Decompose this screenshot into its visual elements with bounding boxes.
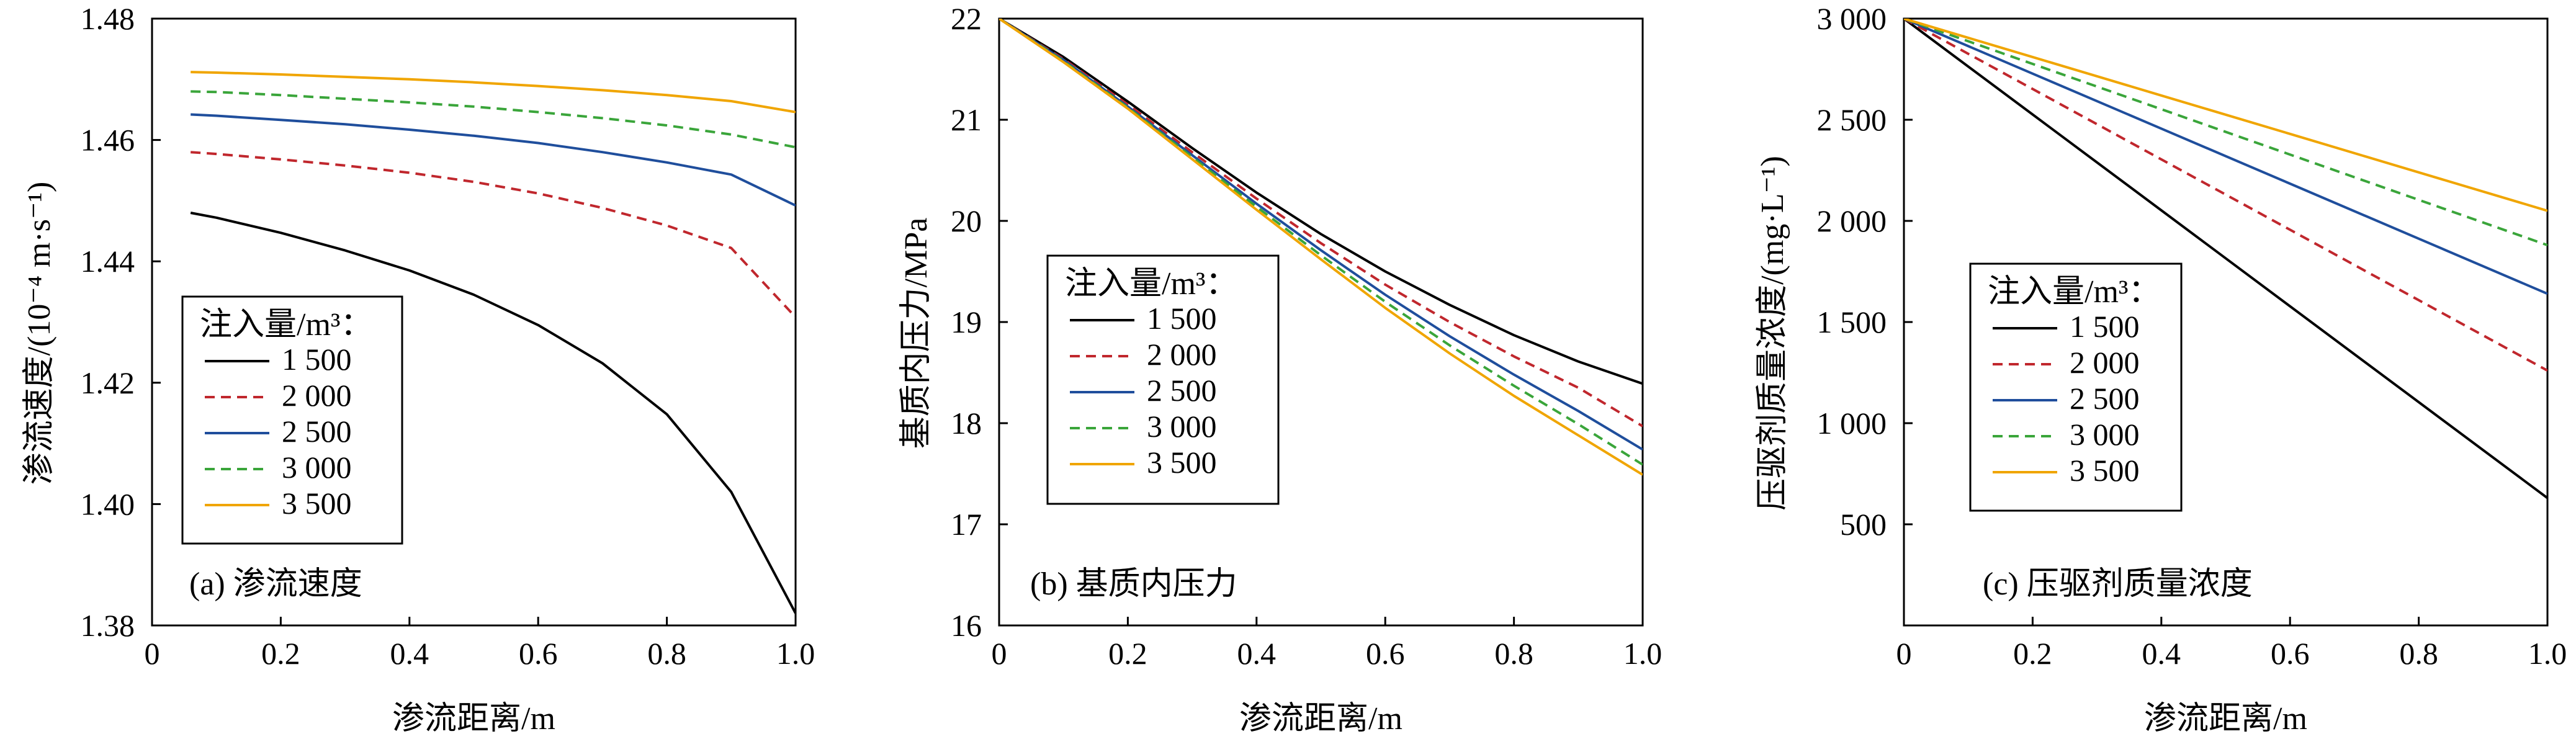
legend-item-label: 1 500 (2070, 309, 2140, 344)
series-line-1500 (190, 212, 796, 614)
y-tick-label: 17 (951, 507, 982, 542)
x-tick-label: 1.0 (2528, 636, 2567, 671)
x-tick-label: 0 (1896, 636, 1912, 671)
series-line-2000 (191, 151, 796, 318)
legend-title: 注入量/m³： (1988, 274, 2161, 310)
y-tick-label: 2 500 (1817, 102, 1887, 137)
legend-item-label: 1 500 (282, 342, 352, 377)
legend-item-label: 2 500 (282, 414, 352, 449)
legend-item-label: 3 500 (2070, 453, 2140, 488)
x-tick-label: 0.6 (519, 636, 558, 671)
x-tick-label: 0.2 (1108, 636, 1147, 671)
legend-box (1969, 262, 2183, 512)
y-tick-label: 1.46 (81, 123, 135, 158)
y-tick-label: 1.38 (81, 608, 135, 643)
legend-title: 注入量/m³： (1065, 266, 1238, 302)
legend-item-label: 2 500 (2070, 381, 2140, 416)
x-tick-label: 0 (145, 636, 160, 671)
series-line-2500 (191, 113, 796, 207)
series-line-2500 (1904, 19, 2547, 295)
y-tick-label: 22 (951, 1, 982, 36)
x-tick-label: 0.8 (2399, 636, 2438, 671)
y-axis-label: 压驱剂质量浓度/(mg·L⁻¹) (1755, 156, 1790, 511)
legend-item-label: 3 500 (282, 486, 352, 521)
legend-item-label: 2 000 (2070, 345, 2140, 380)
legend-title: 注入量/m³： (200, 307, 373, 343)
chart-panel-1: 0 0.2 0.4 0.6 0.8 1.0 1.38 1.40 1.42 1.44 1.46 1.48… (22, 1, 815, 737)
y-tick-label: 21 (951, 102, 982, 137)
y-tick-label: 16 (951, 608, 982, 643)
x-axis-label: 渗流距离/m (1239, 701, 1402, 737)
series-line-1500 (999, 19, 1643, 385)
x-tick-label: 0.8 (1494, 636, 1533, 671)
legend-item-label: 1 500 (1147, 301, 1217, 336)
x-tick-label: 0.8 (647, 636, 686, 671)
legend-item-label: 2 500 (1147, 373, 1217, 408)
x-tick-label: 0.4 (1237, 636, 1277, 671)
y-tick-label: 2 000 (1817, 204, 1887, 238)
series-line-1500 (1904, 19, 2547, 499)
series-group (1904, 19, 2547, 499)
x-axis-label: 渗流距离/m (392, 701, 555, 737)
series-group (999, 19, 1643, 476)
panel-title: (b) 基质内压力 (1030, 567, 1237, 602)
x-tick-label: 0.4 (2142, 636, 2181, 671)
legend-item-label: 3 000 (1147, 409, 1217, 444)
series-line-2000 (999, 19, 1643, 428)
y-tick-label: 3 000 (1817, 1, 1887, 36)
chart-panel-2: 0 0.2 0.4 0.6 0.8 1.0 16 17 18 19 20 21 22 渗流距离/m 基质内压… (899, 1, 1662, 737)
y-tick-label: 19 (951, 305, 982, 339)
y-tick-label: 1.48 (81, 1, 135, 36)
series-line-3500 (191, 71, 796, 114)
series-line-3500 (999, 19, 1643, 476)
x-tick-label: 0 (992, 636, 1007, 671)
y-tick-label: 500 (1840, 507, 1887, 542)
y-tick-label: 1 000 (1817, 406, 1887, 441)
x-tick-label: 1.0 (1623, 636, 1663, 671)
x-axis-label: 渗流距离/m (2144, 701, 2307, 737)
panel-title: (a) 渗流速度 (189, 567, 362, 602)
legend-item-label: 2 000 (1147, 337, 1217, 372)
series-line-3000 (191, 90, 796, 149)
series-line-2000 (1904, 19, 2547, 372)
x-tick-label: 0.6 (1366, 636, 1405, 671)
y-tick-label: 1 500 (1817, 305, 1887, 339)
legend-box (181, 295, 403, 545)
series-line-3500 (1904, 19, 2547, 212)
y-axis-label: 基质内压力/MPa (899, 218, 934, 449)
legend-box (1046, 254, 1280, 505)
x-tick-label: 0.2 (261, 636, 300, 671)
y-axis-label: 渗流速度/(10⁻⁴ m·s⁻¹) (22, 182, 57, 485)
plot-frame (151, 17, 797, 627)
x-tick-label: 0.2 (2013, 636, 2052, 671)
legend-item-label: 2 000 (282, 378, 352, 413)
series-line-3000 (1904, 19, 2547, 246)
x-tick-label: 0.6 (2271, 636, 2310, 671)
legend-item-label: 3 000 (2070, 417, 2140, 452)
y-tick-label: 20 (951, 204, 982, 238)
panel-title: (c) 压驱剂质量浓度 (1983, 567, 2253, 602)
series-group (190, 71, 796, 614)
legend-item-label: 3 000 (282, 450, 352, 485)
x-tick-label: 0.4 (390, 636, 429, 671)
y-tick-label: 18 (951, 406, 982, 441)
x-tick-label: 1.0 (776, 636, 815, 671)
y-tick-label: 1.40 (81, 486, 135, 521)
legend-item-label: 3 500 (1147, 445, 1217, 480)
y-tick-label: 1.44 (81, 244, 135, 279)
y-tick-label: 1.42 (81, 365, 135, 400)
